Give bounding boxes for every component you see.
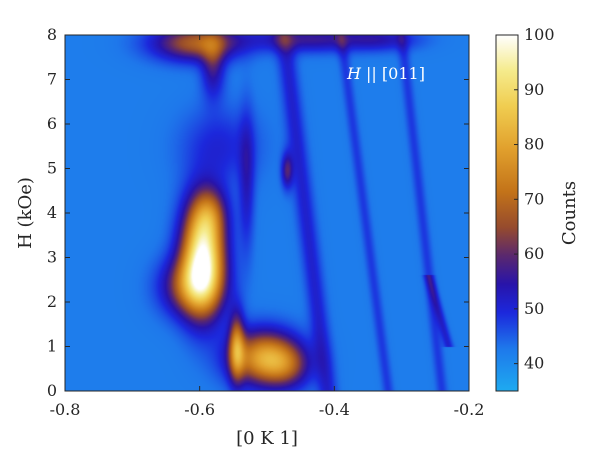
annotation-italic: H bbox=[346, 64, 362, 83]
colorbar-tick-label: 70 bbox=[524, 189, 544, 208]
colorbar-gradient bbox=[496, 35, 518, 391]
y-tick-label: 4 bbox=[47, 203, 57, 222]
x-tick-label: -0.6 bbox=[184, 400, 215, 419]
y-axis-ticks: 0 1 2 3 4 5 6 7 8 bbox=[47, 25, 469, 400]
y-tick-label: 7 bbox=[47, 70, 57, 89]
colorbar-tick-label: 40 bbox=[524, 354, 544, 373]
x-tick-label: -0.4 bbox=[319, 400, 350, 419]
y-tick-label: 3 bbox=[47, 248, 57, 267]
colorbar-ticks: 40 50 60 70 80 90 100 bbox=[514, 25, 555, 373]
x-axis-ticks: -0.8 -0.6 -0.4 -0.2 bbox=[50, 35, 485, 419]
x-tick-label: -0.8 bbox=[50, 400, 81, 419]
colorbar-tick-label: 100 bbox=[524, 25, 555, 44]
x-axis-label: [0 K 1] bbox=[236, 428, 298, 449]
heatmap-image bbox=[65, 35, 469, 391]
colorbar-label: Counts bbox=[559, 181, 580, 245]
colorbar-tick-label: 80 bbox=[524, 135, 544, 154]
x-tick-label: -0.2 bbox=[454, 400, 485, 419]
y-tick-label: 2 bbox=[47, 292, 57, 311]
plot-area: -0.8 -0.6 -0.4 -0.2 0 1 2 3 4 5 6 7 8 bbox=[47, 25, 485, 419]
colorbar-frame bbox=[495, 34, 519, 392]
y-tick-label: 1 bbox=[47, 337, 57, 356]
y-axis-label: H (kOe) bbox=[15, 177, 36, 249]
y-tick-label: 0 bbox=[47, 381, 57, 400]
annotation-rest: || [011] bbox=[361, 64, 425, 83]
colorbar: 40 50 60 70 80 90 100 Counts bbox=[495, 25, 580, 392]
y-tick-label: 8 bbox=[47, 25, 57, 44]
annotation-text: H || [011] bbox=[346, 64, 425, 83]
colorbar-tick-label: 90 bbox=[524, 80, 544, 99]
colorbar-tick-label: 60 bbox=[524, 244, 544, 263]
y-tick-label: 6 bbox=[47, 114, 57, 133]
y-tick-label: 5 bbox=[47, 159, 57, 178]
colorbar-tick-label: 50 bbox=[524, 299, 544, 318]
